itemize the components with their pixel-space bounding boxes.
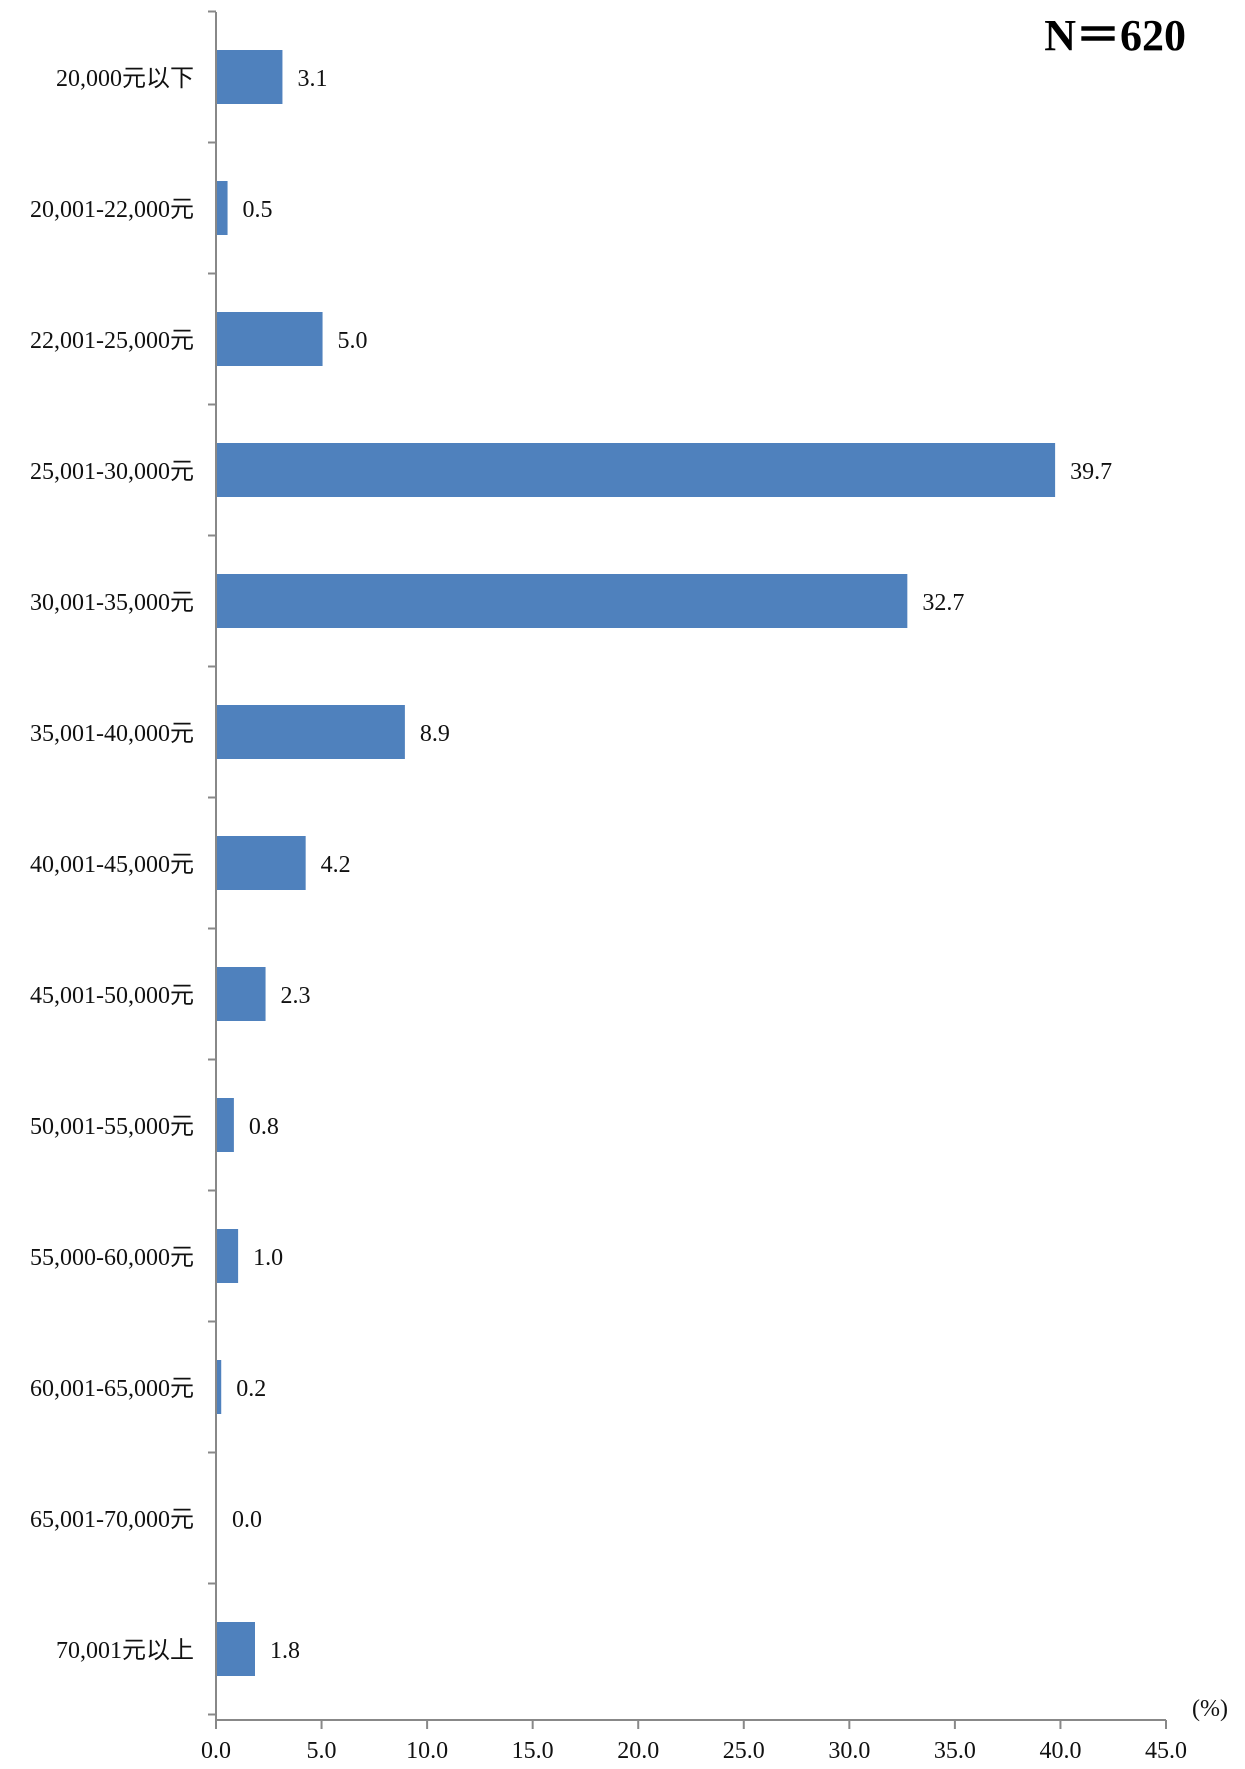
category-label: 20,001-22,000元 <box>30 197 194 223</box>
bar <box>217 50 283 104</box>
x-tick-label: 10.0 <box>406 1738 448 1764</box>
category-labels: 20,000元以下 20,001-22,000元 22,001-25,000元 25,… <box>30 66 194 1664</box>
bar <box>217 181 228 235</box>
data-label: 1.0 <box>253 1245 283 1271</box>
category-label: 22,001-25,000元 <box>30 328 194 354</box>
x-tick-label: 35.0 <box>934 1738 976 1764</box>
bar <box>217 312 323 366</box>
bar <box>217 967 266 1021</box>
bars-group <box>217 50 1056 1676</box>
bar <box>217 1622 255 1676</box>
x-tick-label: 25.0 <box>723 1738 765 1764</box>
bar <box>217 836 306 890</box>
data-label: 0.5 <box>243 197 273 223</box>
data-label: 8.9 <box>420 721 450 747</box>
y-axis-ticks <box>208 10 216 1716</box>
category-label: 55,000-60,000元 <box>30 1245 194 1271</box>
x-axis-unit-label: (%) <box>1192 1696 1228 1722</box>
category-label: 45,001-50,000元 <box>30 983 194 1009</box>
category-label: 25,001-30,000元 <box>30 459 194 485</box>
category-label: 30,001-35,000元 <box>30 590 194 616</box>
category-label: 20,000元以下 <box>56 66 194 92</box>
bar <box>217 705 405 759</box>
bar <box>217 443 1056 497</box>
data-label: 0.0 <box>232 1507 262 1533</box>
category-label: 50,001-55,000元 <box>30 1114 194 1140</box>
bar <box>217 1360 222 1414</box>
x-tick-label: 30.0 <box>828 1738 870 1764</box>
category-label: 65,001-70,000元 <box>30 1507 194 1533</box>
data-label: 32.7 <box>922 590 964 616</box>
bar <box>217 1098 234 1152</box>
x-axis-ticks: 0.0 5.0 10.0 15.0 20.0 25.0 30.0 35.0 40.0 45.0 <box>201 1720 1187 1764</box>
x-tick-label: 20.0 <box>617 1738 659 1764</box>
data-label: 39.7 <box>1070 459 1112 485</box>
data-label: 1.8 <box>270 1638 300 1664</box>
category-label: 60,001-65,000元 <box>30 1376 194 1402</box>
category-label: 40,001-45,000元 <box>30 852 194 878</box>
x-tick-label: 15.0 <box>512 1738 554 1764</box>
category-label: 70,001元以上 <box>56 1637 194 1664</box>
data-label: 5.0 <box>338 328 368 354</box>
x-tick-label: 40.0 <box>1039 1738 1081 1764</box>
data-label: 3.1 <box>297 66 327 92</box>
data-label: 0.8 <box>249 1114 279 1140</box>
sample-size-annotation: N＝620 <box>1044 11 1186 60</box>
bar <box>217 1229 239 1283</box>
x-tick-label: 0.0 <box>201 1738 231 1764</box>
data-label: 0.2 <box>236 1376 266 1402</box>
x-tick-label: 45.0 <box>1145 1738 1187 1764</box>
data-label: 4.2 <box>321 852 351 878</box>
category-label: 35,001-40,000元 <box>30 721 194 747</box>
value-labels: 3.1 0.5 5.0 39.7 32.7 8.9 4.2 2.3 0.8 1.0 0.2 0.0 1.… <box>232 66 1112 1664</box>
data-label: 2.3 <box>281 983 311 1009</box>
x-tick-label: 5.0 <box>307 1738 337 1764</box>
bar <box>217 574 908 628</box>
